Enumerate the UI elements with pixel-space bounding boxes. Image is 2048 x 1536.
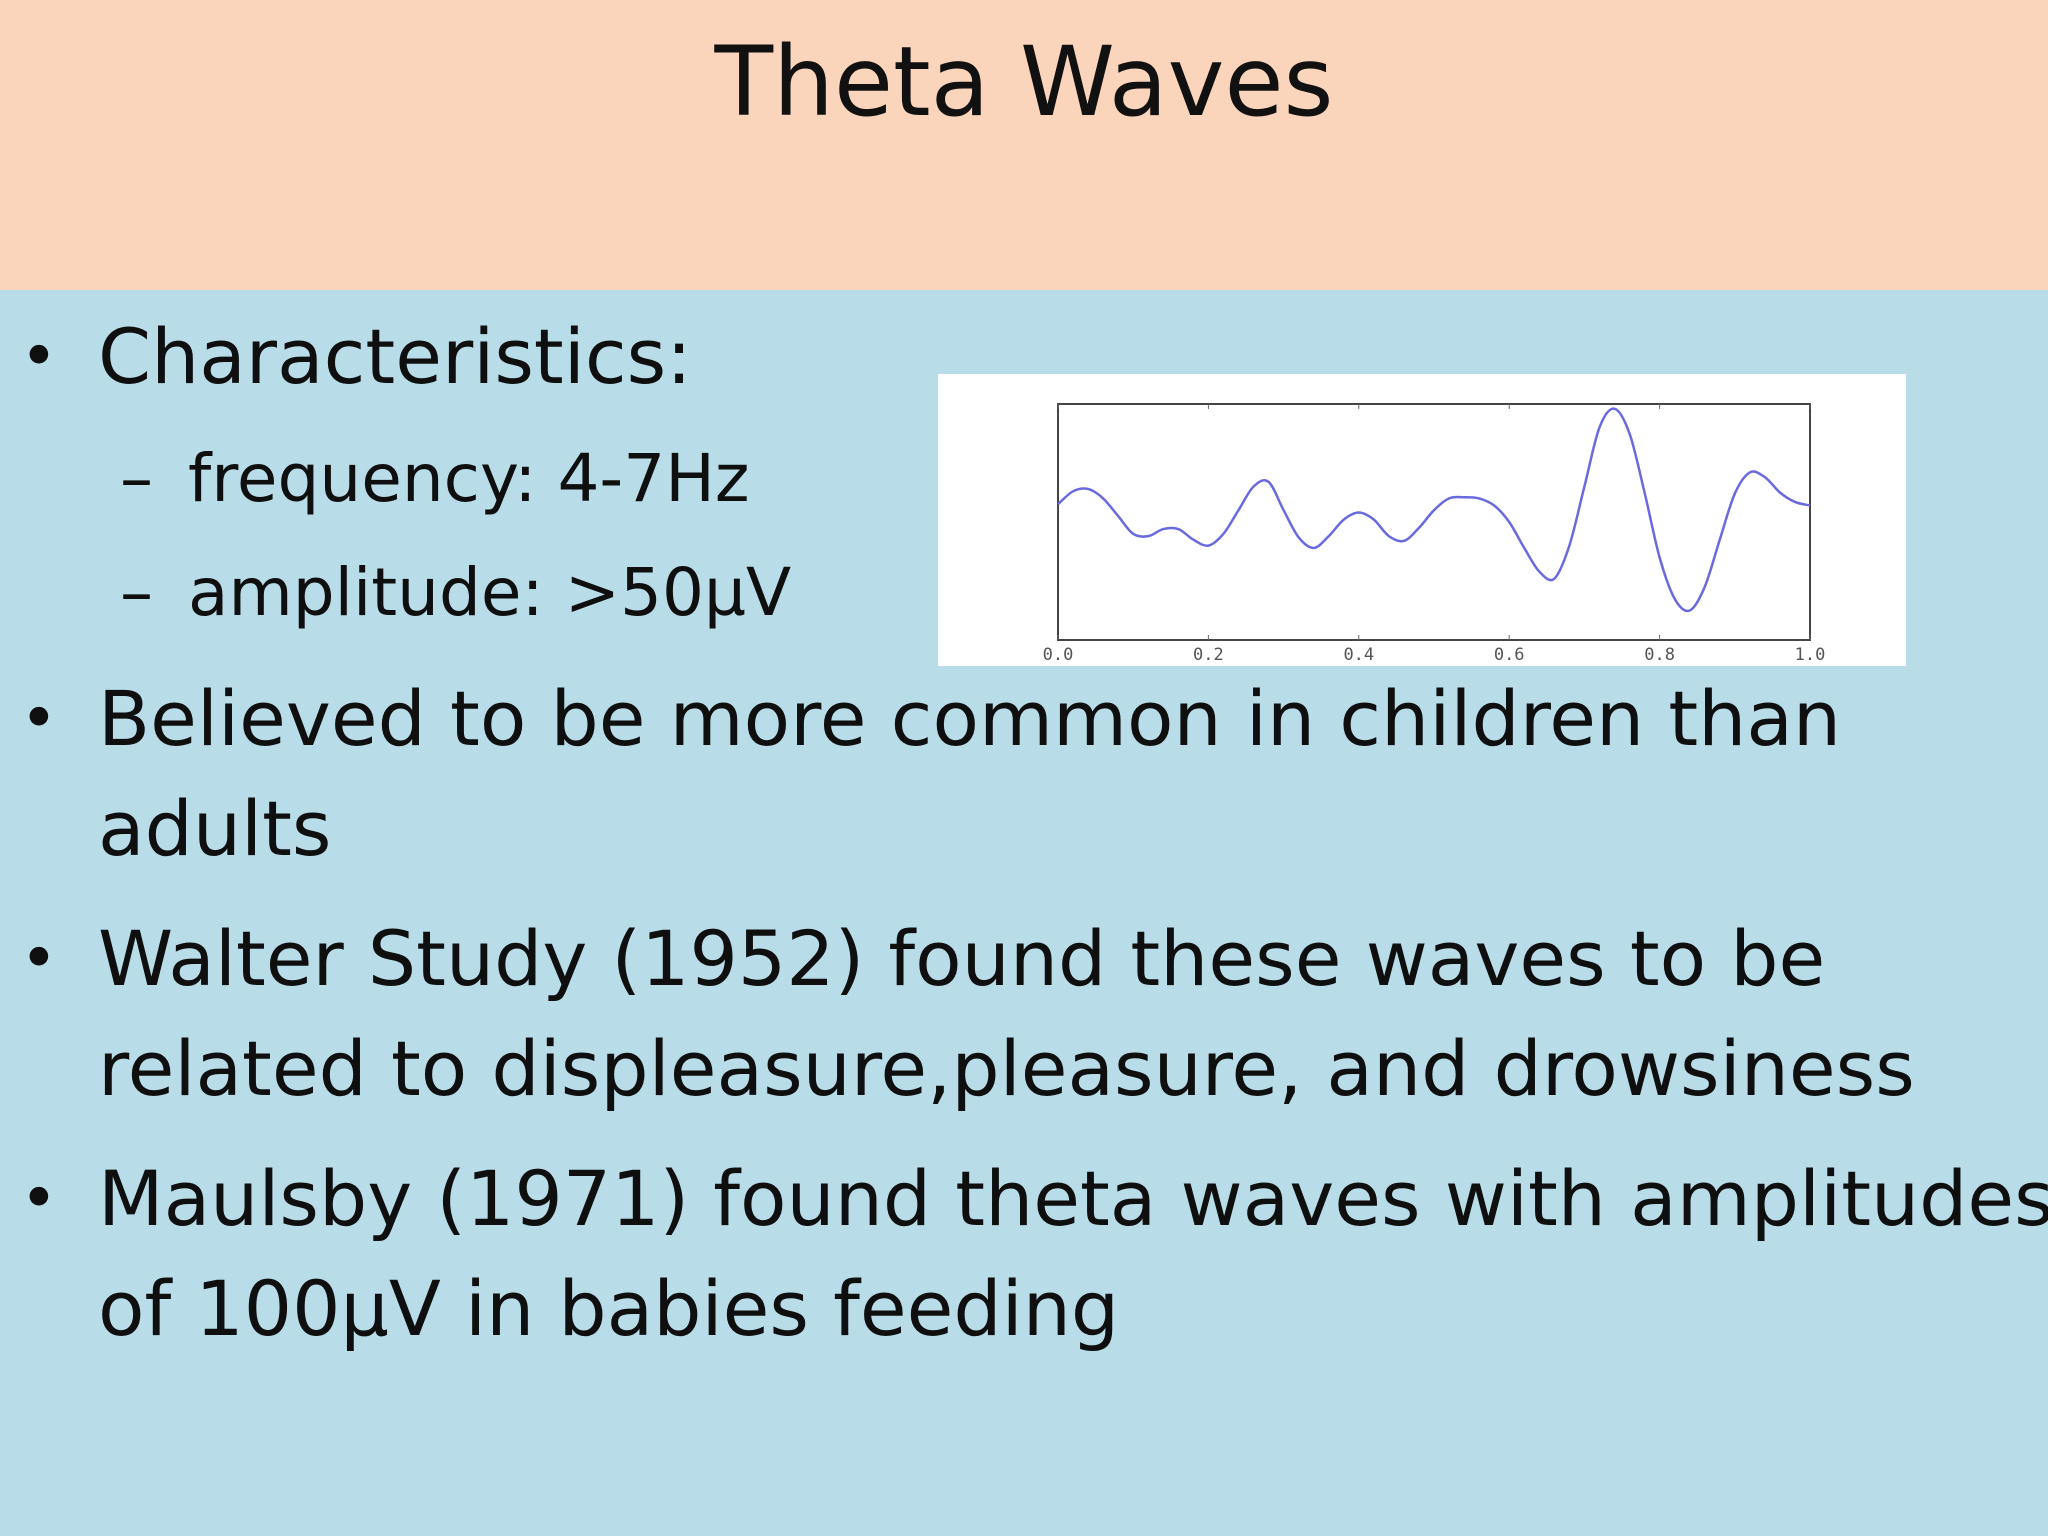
bullet-text-line-1: Believed to be more common in children t… <box>98 674 1842 763</box>
x-tick-label: 0.2 <box>1193 645 1224 665</box>
x-tick-label: 0.6 <box>1494 645 1525 665</box>
x-tick-label: 0.4 <box>1343 645 1374 665</box>
plot-frame <box>1057 403 1811 641</box>
bullet-text-line-1: Maulsby (1971) found theta waves with am… <box>98 1154 2048 1243</box>
title-band: Theta Waves <box>0 0 2048 290</box>
dash-icon: – <box>120 440 153 517</box>
x-tick-label: 0.0 <box>1043 645 1074 665</box>
bullet-text-line-2: related to displeasure,pleasure, and dro… <box>98 1024 1915 1113</box>
theta-wave-series-line <box>1057 407 1811 613</box>
bullet-dot-icon: • <box>20 1162 58 1236</box>
bullet-text-line-2: of 100µV in babies feeding <box>98 1264 1120 1353</box>
chart-svg: 0.0 0.2 0.4 0.6 0.8 1.0 <box>1043 403 1826 665</box>
subitem-text: frequency: 4-7Hz <box>188 440 750 517</box>
x-tick-label: 0.8 <box>1644 645 1675 665</box>
bullet-text-line-1: Walter Study (1952) found these waves to… <box>98 914 1826 1003</box>
bullet-text: Characteristics: <box>98 312 692 401</box>
slide-title: Theta Waves <box>714 26 1334 138</box>
bullet-dot-icon: • <box>20 682 58 756</box>
theta-wave-chart: 0.0 0.2 0.4 0.6 0.8 1.0 <box>938 374 1906 666</box>
x-tick-label: 1.0 <box>1795 645 1826 665</box>
subitem-text: amplitude: >50µV <box>188 554 792 631</box>
bullet-dot-icon: • <box>20 922 58 996</box>
dash-icon: – <box>120 554 153 631</box>
bullet-text-line-2: adults <box>98 784 332 873</box>
bullet-dot-icon: • <box>20 320 58 394</box>
